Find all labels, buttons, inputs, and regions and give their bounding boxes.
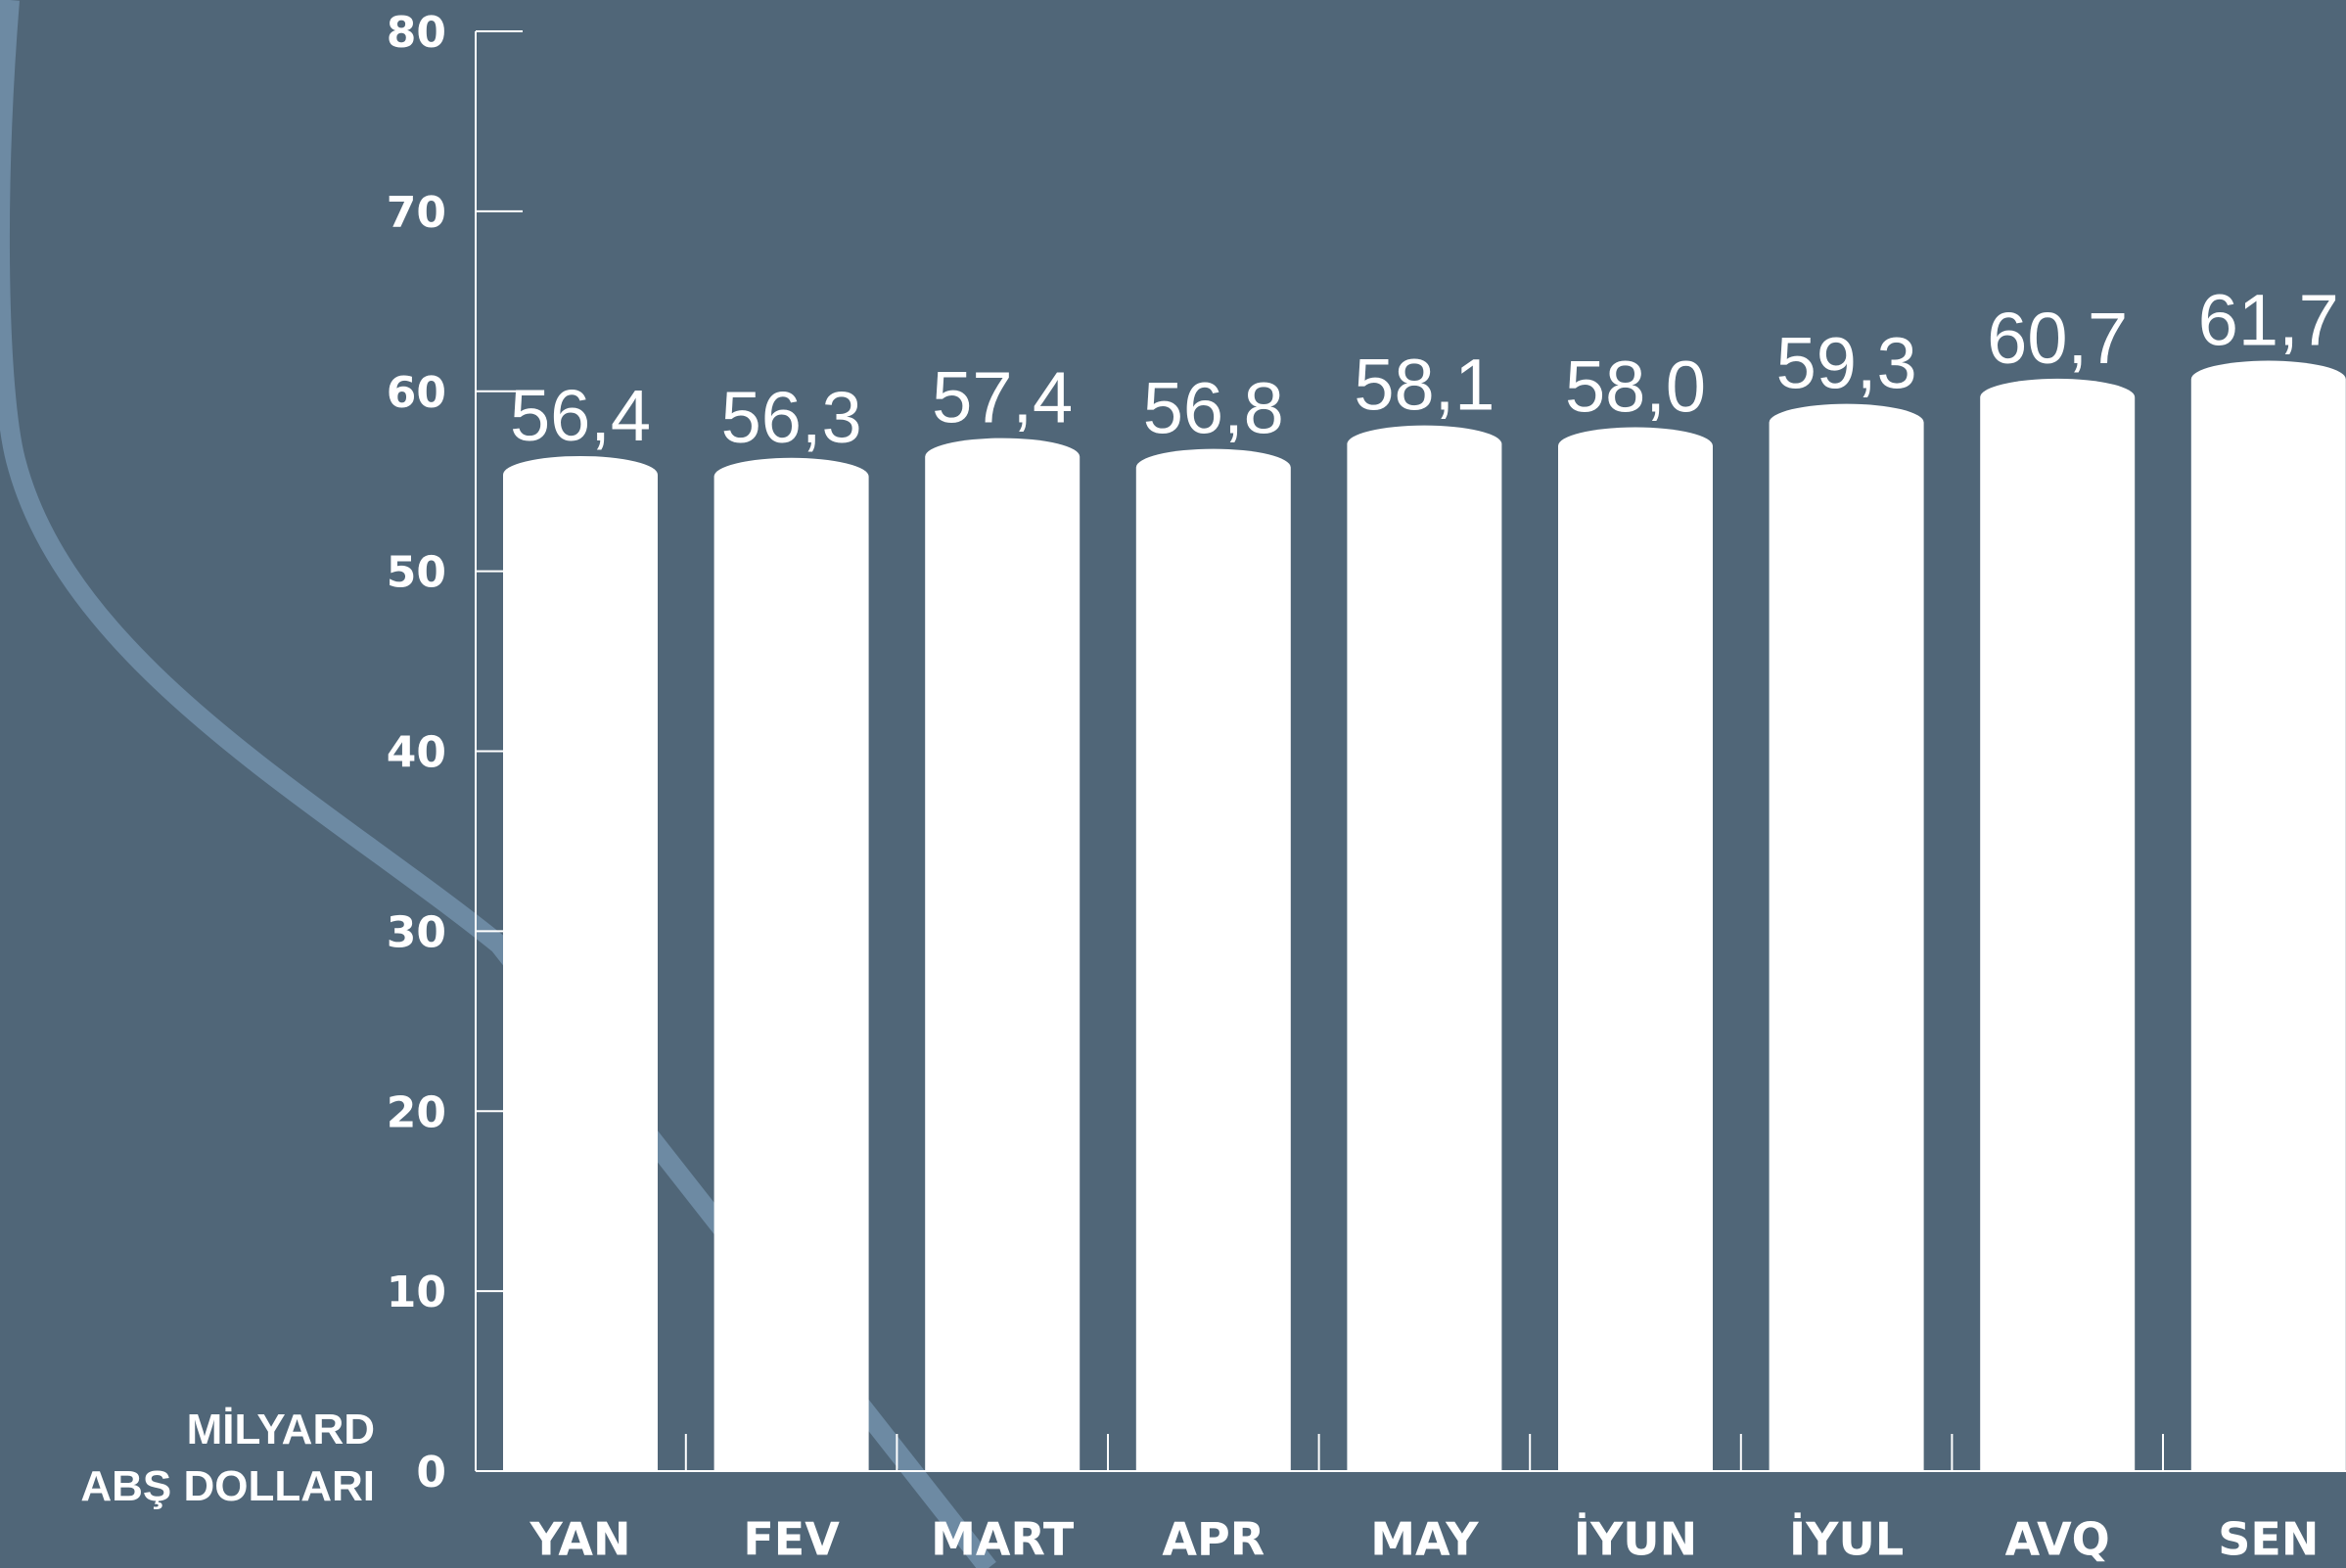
value-label: 58,0 (1565, 346, 1706, 428)
y-axis-label: MİLYARD (187, 1406, 375, 1453)
bar (1347, 425, 1502, 1471)
value-label: 56,4 (510, 375, 651, 456)
value-label: 56,8 (1143, 368, 1284, 449)
x-tick-label: FEV (743, 1513, 840, 1566)
x-tick-label: MART (931, 1513, 1075, 1566)
y-tick-label: 30 (387, 907, 446, 957)
bar (1558, 427, 1713, 1471)
bar (1980, 378, 2136, 1471)
value-label: 60,7 (1987, 298, 2128, 379)
x-tick-label: İYUN (1574, 1513, 1697, 1566)
bar (1769, 403, 1924, 1472)
x-tick-label: İYUL (1789, 1513, 1904, 1566)
value-label: 59,3 (1776, 323, 1917, 404)
bar (503, 455, 658, 1471)
y-tick-label: 80 (387, 8, 446, 58)
y-axis-label: ABŞ DOLLARI (80, 1462, 375, 1510)
y-tick-label: 0 (416, 1448, 446, 1498)
value-label: 61,7 (2198, 279, 2339, 360)
y-tick-label: 60 (387, 368, 446, 418)
value-label: 56,3 (721, 377, 862, 458)
bar (925, 438, 1081, 1471)
value-label: 57,4 (932, 357, 1073, 438)
bar (2190, 360, 2346, 1472)
x-tick-label: MAY (1370, 1513, 1479, 1566)
y-tick-label: 70 (387, 188, 446, 238)
x-tick-label: SEN (2218, 1513, 2319, 1566)
decorative-curve (0, 0, 996, 1568)
x-tick-label: APR (1162, 1513, 1265, 1566)
bar (1135, 448, 1291, 1472)
y-tick-label: 10 (387, 1268, 446, 1317)
x-tick-label: YAN (529, 1513, 630, 1566)
value-label: 58,1 (1354, 345, 1495, 426)
bar (713, 457, 869, 1472)
y-tick-label: 20 (387, 1087, 446, 1137)
x-tick-label: AVQ (2005, 1513, 2110, 1566)
y-tick-label: 40 (387, 728, 446, 778)
y-tick-label: 50 (387, 548, 446, 598)
